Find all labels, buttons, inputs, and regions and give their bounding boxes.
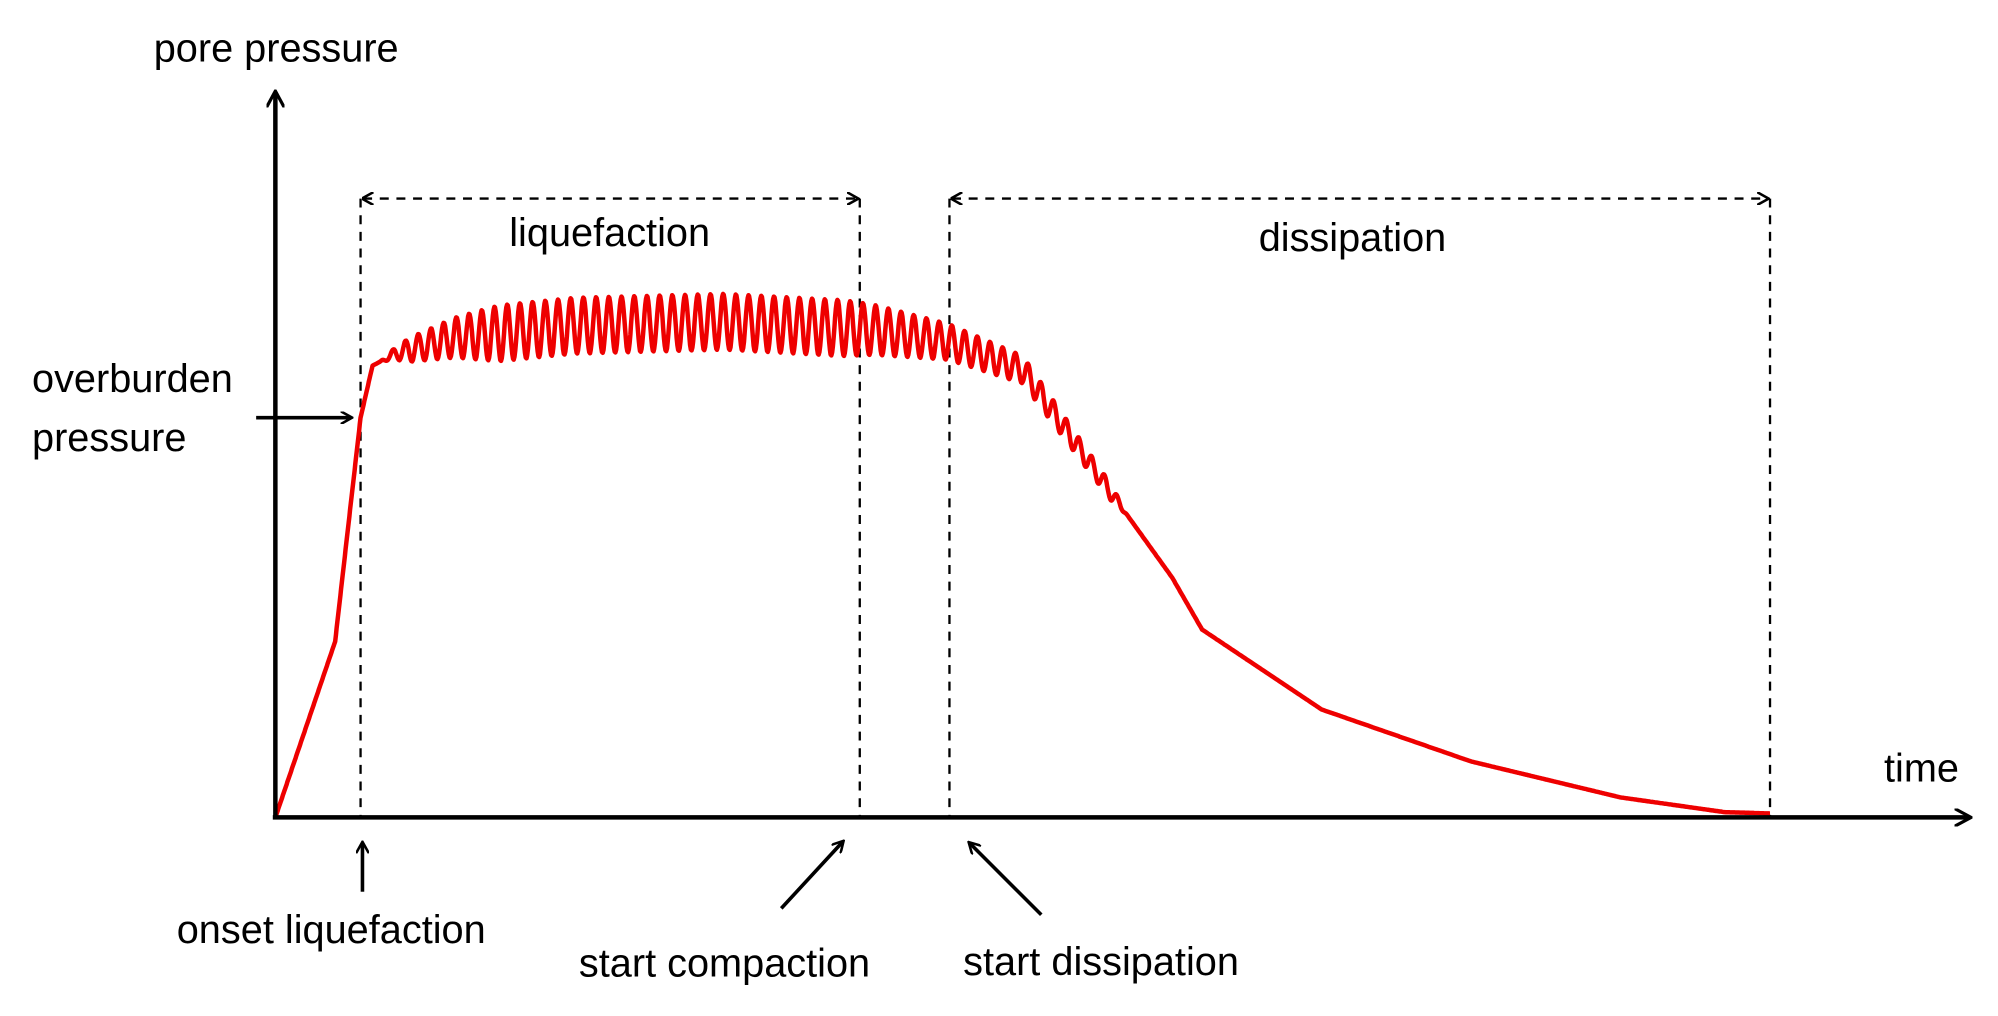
start-dissipation-label: start dissipation: [963, 940, 1239, 984]
overburden-label-line1: overburden: [32, 357, 233, 401]
y-axis-label: pore pressure: [154, 26, 399, 70]
overburden-label-line2: pressure: [32, 416, 186, 460]
onset-liquefaction-label: onset liquefaction: [177, 908, 486, 952]
x-axis-label: time: [1884, 747, 1959, 791]
span-label-dissipation: dissipation: [1259, 216, 1447, 260]
span-label-liquefaction: liquefaction: [509, 211, 710, 255]
start-compaction-label: start compaction: [579, 941, 870, 985]
pore-pressure-curve: [273, 291, 1772, 819]
reference-lines: [359, 198, 1772, 818]
start-dissipation-arrow: [970, 843, 1043, 917]
start-compaction-arrow: [779, 842, 842, 910]
